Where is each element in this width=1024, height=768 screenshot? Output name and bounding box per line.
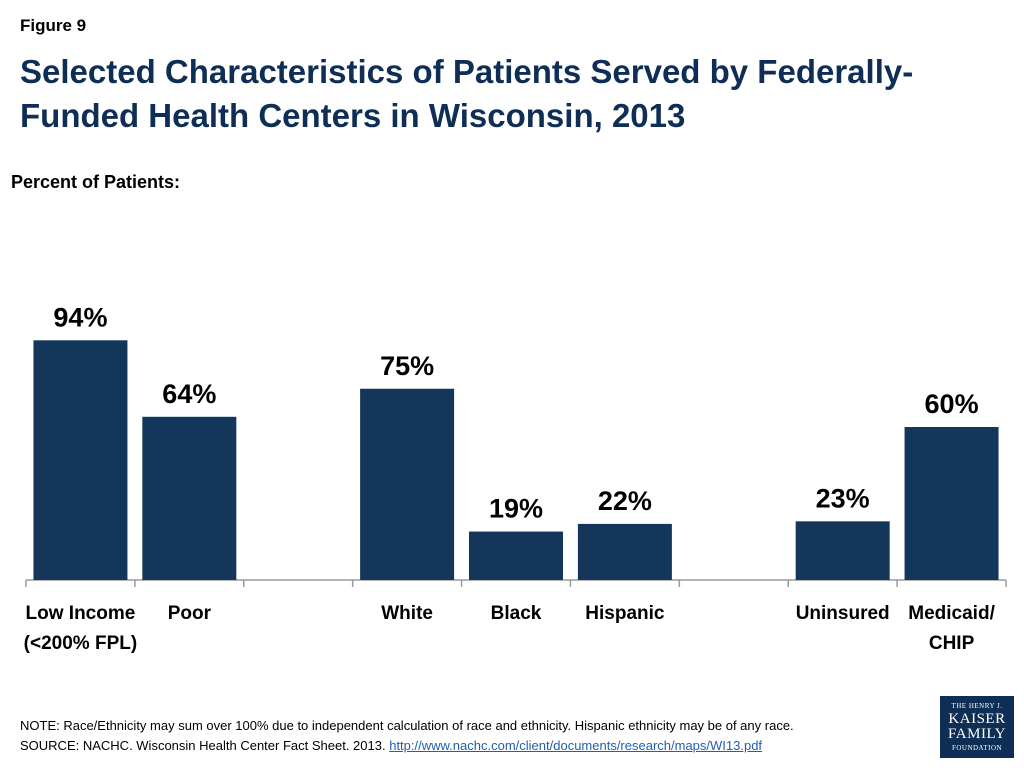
data-label: 64% bbox=[162, 379, 216, 409]
x-tick-label: Uninsured bbox=[796, 603, 890, 624]
logo-line-1: THE HENRY J. bbox=[951, 702, 1003, 710]
kff-logo: THE HENRY J. KAISER FAMILY FOUNDATION bbox=[940, 696, 1014, 758]
x-tick-label: White bbox=[381, 603, 433, 624]
x-tick-label: Poor bbox=[168, 603, 212, 624]
figure-label: Figure 9 bbox=[20, 16, 87, 35]
data-label: 22% bbox=[598, 486, 652, 516]
x-tick-label: Black bbox=[491, 603, 542, 624]
bar bbox=[795, 521, 890, 580]
x-tick-label: Low Income bbox=[26, 603, 136, 624]
x-tick-label: CHIP bbox=[929, 633, 975, 654]
bar bbox=[33, 340, 128, 580]
x-tick-label: (<200% FPL) bbox=[24, 633, 138, 654]
data-label: 94% bbox=[53, 302, 107, 332]
logo-line-3: FAMILY bbox=[948, 726, 1006, 742]
source-text: SOURCE: NACHC. Wisconsin Health Center F… bbox=[20, 738, 386, 753]
data-label: 75% bbox=[380, 351, 434, 381]
x-tick-label: Medicaid/ bbox=[908, 603, 995, 624]
footnote: NOTE: Race/Ethnicity may sum over 100% d… bbox=[20, 716, 920, 756]
bar bbox=[360, 388, 455, 580]
logo-line-2: KAISER bbox=[948, 711, 1006, 727]
logo-line-4: FOUNDATION bbox=[951, 744, 1003, 752]
bar bbox=[469, 531, 563, 580]
source-link[interactable]: http://www.nachc.com/client/documents/re… bbox=[389, 738, 763, 753]
y-axis-label: Percent of Patients: bbox=[11, 172, 181, 192]
note-text: NOTE: Race/Ethnicity may sum over 100% d… bbox=[20, 718, 794, 733]
bar-chart: 94% Low Income (<200% FPL) 64% Poor 75% White 1… bbox=[24, 302, 1007, 654]
chart-title: Selected Characteristics of Patients Ser… bbox=[20, 53, 914, 134]
source-line: SOURCE: NACHC. Wisconsin Health Center F… bbox=[20, 736, 920, 756]
bar bbox=[904, 427, 999, 580]
data-label: 19% bbox=[489, 494, 543, 524]
data-label: 23% bbox=[816, 483, 870, 513]
data-label: 60% bbox=[925, 389, 979, 419]
bar bbox=[577, 523, 672, 580]
bar bbox=[142, 416, 237, 580]
x-tick-label: Hispanic bbox=[585, 603, 665, 624]
